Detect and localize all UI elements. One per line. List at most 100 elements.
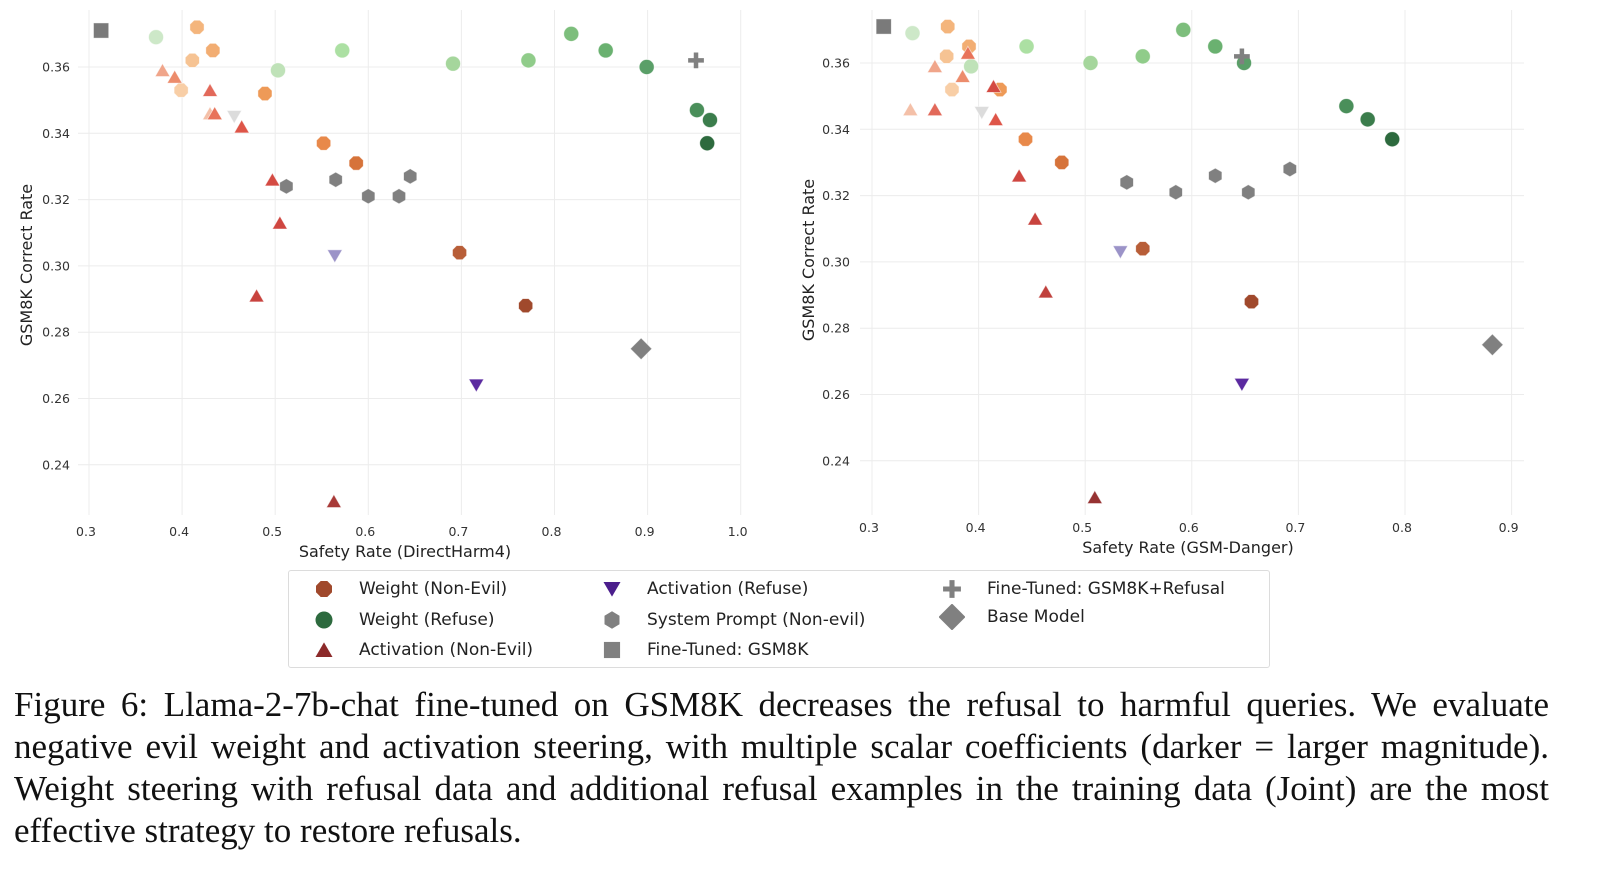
- data-point: [597, 42, 614, 59]
- series-fine-tuned-gsm8k: [875, 18, 892, 35]
- data-point: [1207, 38, 1224, 55]
- data-point: [226, 110, 243, 125]
- series-fine-tuned-gsm8k-refusal: [1234, 48, 1250, 65]
- data-point: [940, 19, 956, 34]
- data-point: [902, 101, 919, 116]
- series-activation-refuse: [226, 110, 485, 393]
- data-point: [1338, 98, 1355, 114]
- y-tick-label: 0.28: [822, 321, 850, 336]
- data-point: [1481, 333, 1504, 357]
- data-point: [264, 172, 281, 187]
- data-point: [403, 168, 418, 185]
- series-weight-non-evil: [939, 19, 1259, 310]
- series-weight-refuse: [148, 25, 718, 152]
- series-fine-tuned-gsm8k-refusal: [688, 52, 704, 69]
- data-point: [248, 288, 265, 303]
- data-point: [1208, 167, 1223, 184]
- data-point: [154, 62, 171, 77]
- data-point: [1234, 48, 1250, 65]
- data-point: [954, 68, 971, 83]
- square-marker-icon: [603, 641, 621, 659]
- data-point: [699, 135, 716, 152]
- data-point: [189, 19, 205, 35]
- data-point: [1018, 38, 1035, 55]
- series-activation-refuse: [973, 106, 1251, 393]
- series-fine-tuned-gsm8k: [93, 22, 110, 39]
- data-point: [985, 78, 1002, 93]
- legend-marker: [939, 604, 965, 630]
- y-tick-label: 0.36: [822, 56, 850, 71]
- data-point: [1086, 489, 1103, 504]
- data-point: [563, 25, 580, 42]
- x-tick-label: 0.4: [169, 524, 189, 539]
- y-tick-label: 0.24: [822, 453, 850, 468]
- data-point: [270, 62, 286, 79]
- data-point: [279, 178, 294, 195]
- data-point: [205, 43, 221, 58]
- figure-charts: 0.3 0.4 0.5 0.6 0.7 0.8 0.9 1.00.240.260.280.30…: [17, 10, 1524, 561]
- legend-item: Activation (Non-Evil): [311, 636, 533, 664]
- legend-label: Activation (Refuse): [647, 579, 809, 599]
- data-point: [875, 18, 892, 35]
- data-point: [348, 155, 364, 171]
- series-system-prompt-non-evil: [1119, 160, 1297, 201]
- octagon-marker-icon: [316, 581, 332, 597]
- data-point: [629, 337, 653, 361]
- data-point: [148, 29, 164, 46]
- data-point: [391, 188, 407, 205]
- data-point: [166, 69, 183, 84]
- gridlines: [860, 10, 1524, 515]
- legend-label: Weight (Refuse): [359, 610, 495, 630]
- legend-marker: [315, 611, 333, 629]
- data-point: [1082, 55, 1099, 71]
- data-point: [638, 59, 655, 75]
- data-point: [520, 52, 537, 69]
- data-point: [93, 22, 110, 39]
- left-scatter-plot: 0.3 0.4 0.5 0.6 0.7 0.8 0.9 1.0 0.24 0.26 0.28 0.30…: [17, 10, 748, 561]
- x-tick-label: 0.5: [1072, 520, 1092, 535]
- legend-label: Weight (Non-Evil): [359, 579, 508, 599]
- x-tick-label: 0.3: [76, 524, 96, 539]
- data-point: [271, 215, 288, 230]
- legend-item: Fine-Tuned: GSM8K+Refusal: [939, 575, 1225, 603]
- legend-marker: [603, 582, 621, 597]
- series-activation-non-evil: [902, 45, 1103, 504]
- y-tick-label: 0.30: [822, 254, 850, 269]
- x-axis-label: Safety Rate (DirectHarm4): [299, 542, 511, 561]
- series-base-model: [629, 337, 653, 361]
- x-tick-label: 0.8: [1392, 520, 1412, 535]
- legend-label: Fine-Tuned: GSM8K+Refusal: [987, 579, 1225, 599]
- x-tick-label: 0.5: [262, 524, 282, 539]
- y-tick-label: 0.36: [42, 60, 70, 75]
- triangle-down-marker-icon: [603, 582, 621, 597]
- figure-caption: Figure 6: Llama-2-7b-chat fine-tuned on …: [14, 685, 1549, 850]
- data-point: [963, 58, 980, 75]
- data-point: [944, 82, 960, 97]
- legend-item: Base Model: [939, 603, 1085, 631]
- data-point: [326, 249, 343, 264]
- x-tick-label: 0.6: [355, 524, 375, 539]
- x-tick-label: 0.9: [635, 524, 655, 539]
- right-scatter-plot: 0.3 0.4 0.5 0.6 0.7 0.8 0.9 0.24 0.26 0.28 0.30 0.3…: [799, 10, 1524, 557]
- data-point: [328, 171, 343, 188]
- x-tick-label: 0.4: [966, 520, 986, 535]
- series-weight-non-evil: [173, 19, 534, 314]
- legend-marker: [604, 611, 620, 629]
- data-point: [1112, 245, 1129, 260]
- data-point: [973, 106, 990, 121]
- y-tick-label: 0.30: [42, 258, 70, 273]
- data-point: [445, 55, 461, 72]
- data-point: [1244, 294, 1259, 310]
- legend-item: Weight (Refuse): [311, 606, 494, 634]
- x-tick-label: 0.9: [1499, 520, 1519, 535]
- data-point: [926, 58, 944, 73]
- legend-item: Weight (Non-Evil): [311, 575, 507, 603]
- legend: Weight (Non-Evil) Weight (Refuse) Activati…: [288, 570, 1270, 668]
- data-point: [959, 45, 977, 60]
- data-point: [184, 52, 200, 68]
- data-point: [689, 102, 705, 118]
- y-tick-label: 0.24: [42, 457, 70, 472]
- data-point: [206, 105, 223, 120]
- series-weight-refuse: [904, 21, 1401, 148]
- triangle-up-marker-icon: [315, 642, 333, 657]
